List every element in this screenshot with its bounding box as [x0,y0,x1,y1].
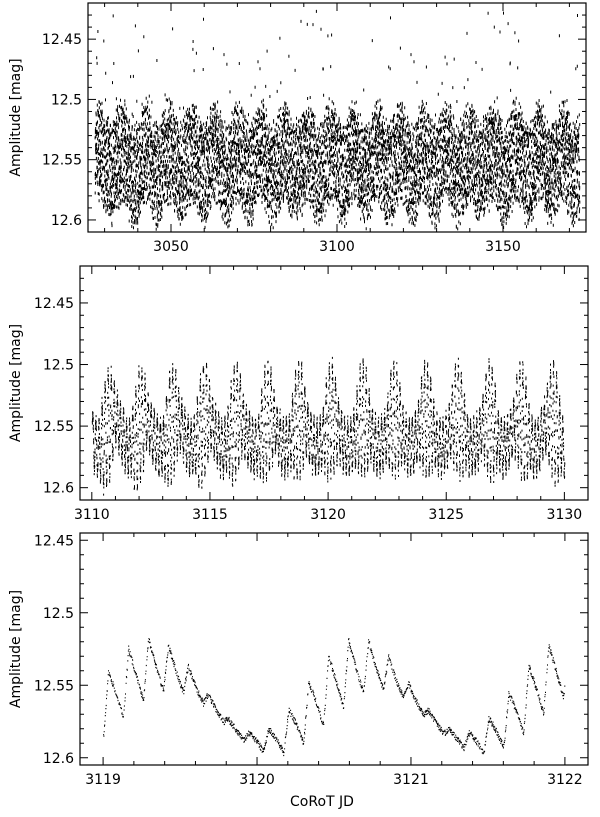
y-tick-label: 12.6 [43,751,74,767]
x-tick-label: 3125 [428,507,464,523]
y-tick-label: 12.6 [43,481,74,497]
y-tick-label: 12.45 [34,533,74,549]
x-tick-label: 3100 [319,239,355,255]
x-tick-label: 3050 [153,239,189,255]
x-tick-label: 3110 [74,507,110,523]
y-axis-label: Amplitude [mag] [8,58,24,176]
x-axis-label: CoRoT JD [290,794,354,810]
x-tick-label: 3119 [85,772,121,788]
x-tick-label: 3150 [485,239,521,255]
y-tick-label: 12.6 [51,213,82,229]
y-tick-label: 12.5 [43,606,74,622]
y-tick-label: 12.55 [34,678,74,694]
y-tick-label: 12.45 [42,32,82,48]
x-tick-label: 3121 [393,772,429,788]
x-tick-label: 3130 [547,507,583,523]
x-tick-label: 3122 [547,772,583,788]
data-points-1 [94,9,581,231]
x-tick-label: 3115 [192,507,228,523]
plot-frame [79,265,589,501]
y-tick-label: 12.5 [43,358,74,374]
y-tick-label: 12.55 [34,419,74,435]
plot-frame [79,532,589,766]
y-tick-label: 12.45 [34,296,74,312]
series-points [91,356,566,496]
y-tick-label: 12.55 [42,153,82,169]
y-axis-label: Amplitude [mag] [8,324,24,442]
x-tick-label: 3120 [239,772,275,788]
series-points [94,9,581,231]
chart-panel-2: 3110 3115 3120 3125 3130 12.45 12.5 12.55 12.6 Am… [8,265,589,523]
y-tick-label: 12.5 [51,92,82,108]
data-points-2 [91,356,566,496]
series-points [103,638,566,757]
data-points-3 [103,638,566,757]
y-axis-label: Amplitude [mag] [8,590,24,708]
chart-panel-1: 3050 3100 3150 12.45 12.5 12.55 12.6 Amplitude … [8,2,587,255]
chart-panel-3: 3119 3120 3121 3122 12.45 12.5 12.55 12.6 Amplit… [8,532,589,788]
x-tick-label: 3120 [310,507,346,523]
